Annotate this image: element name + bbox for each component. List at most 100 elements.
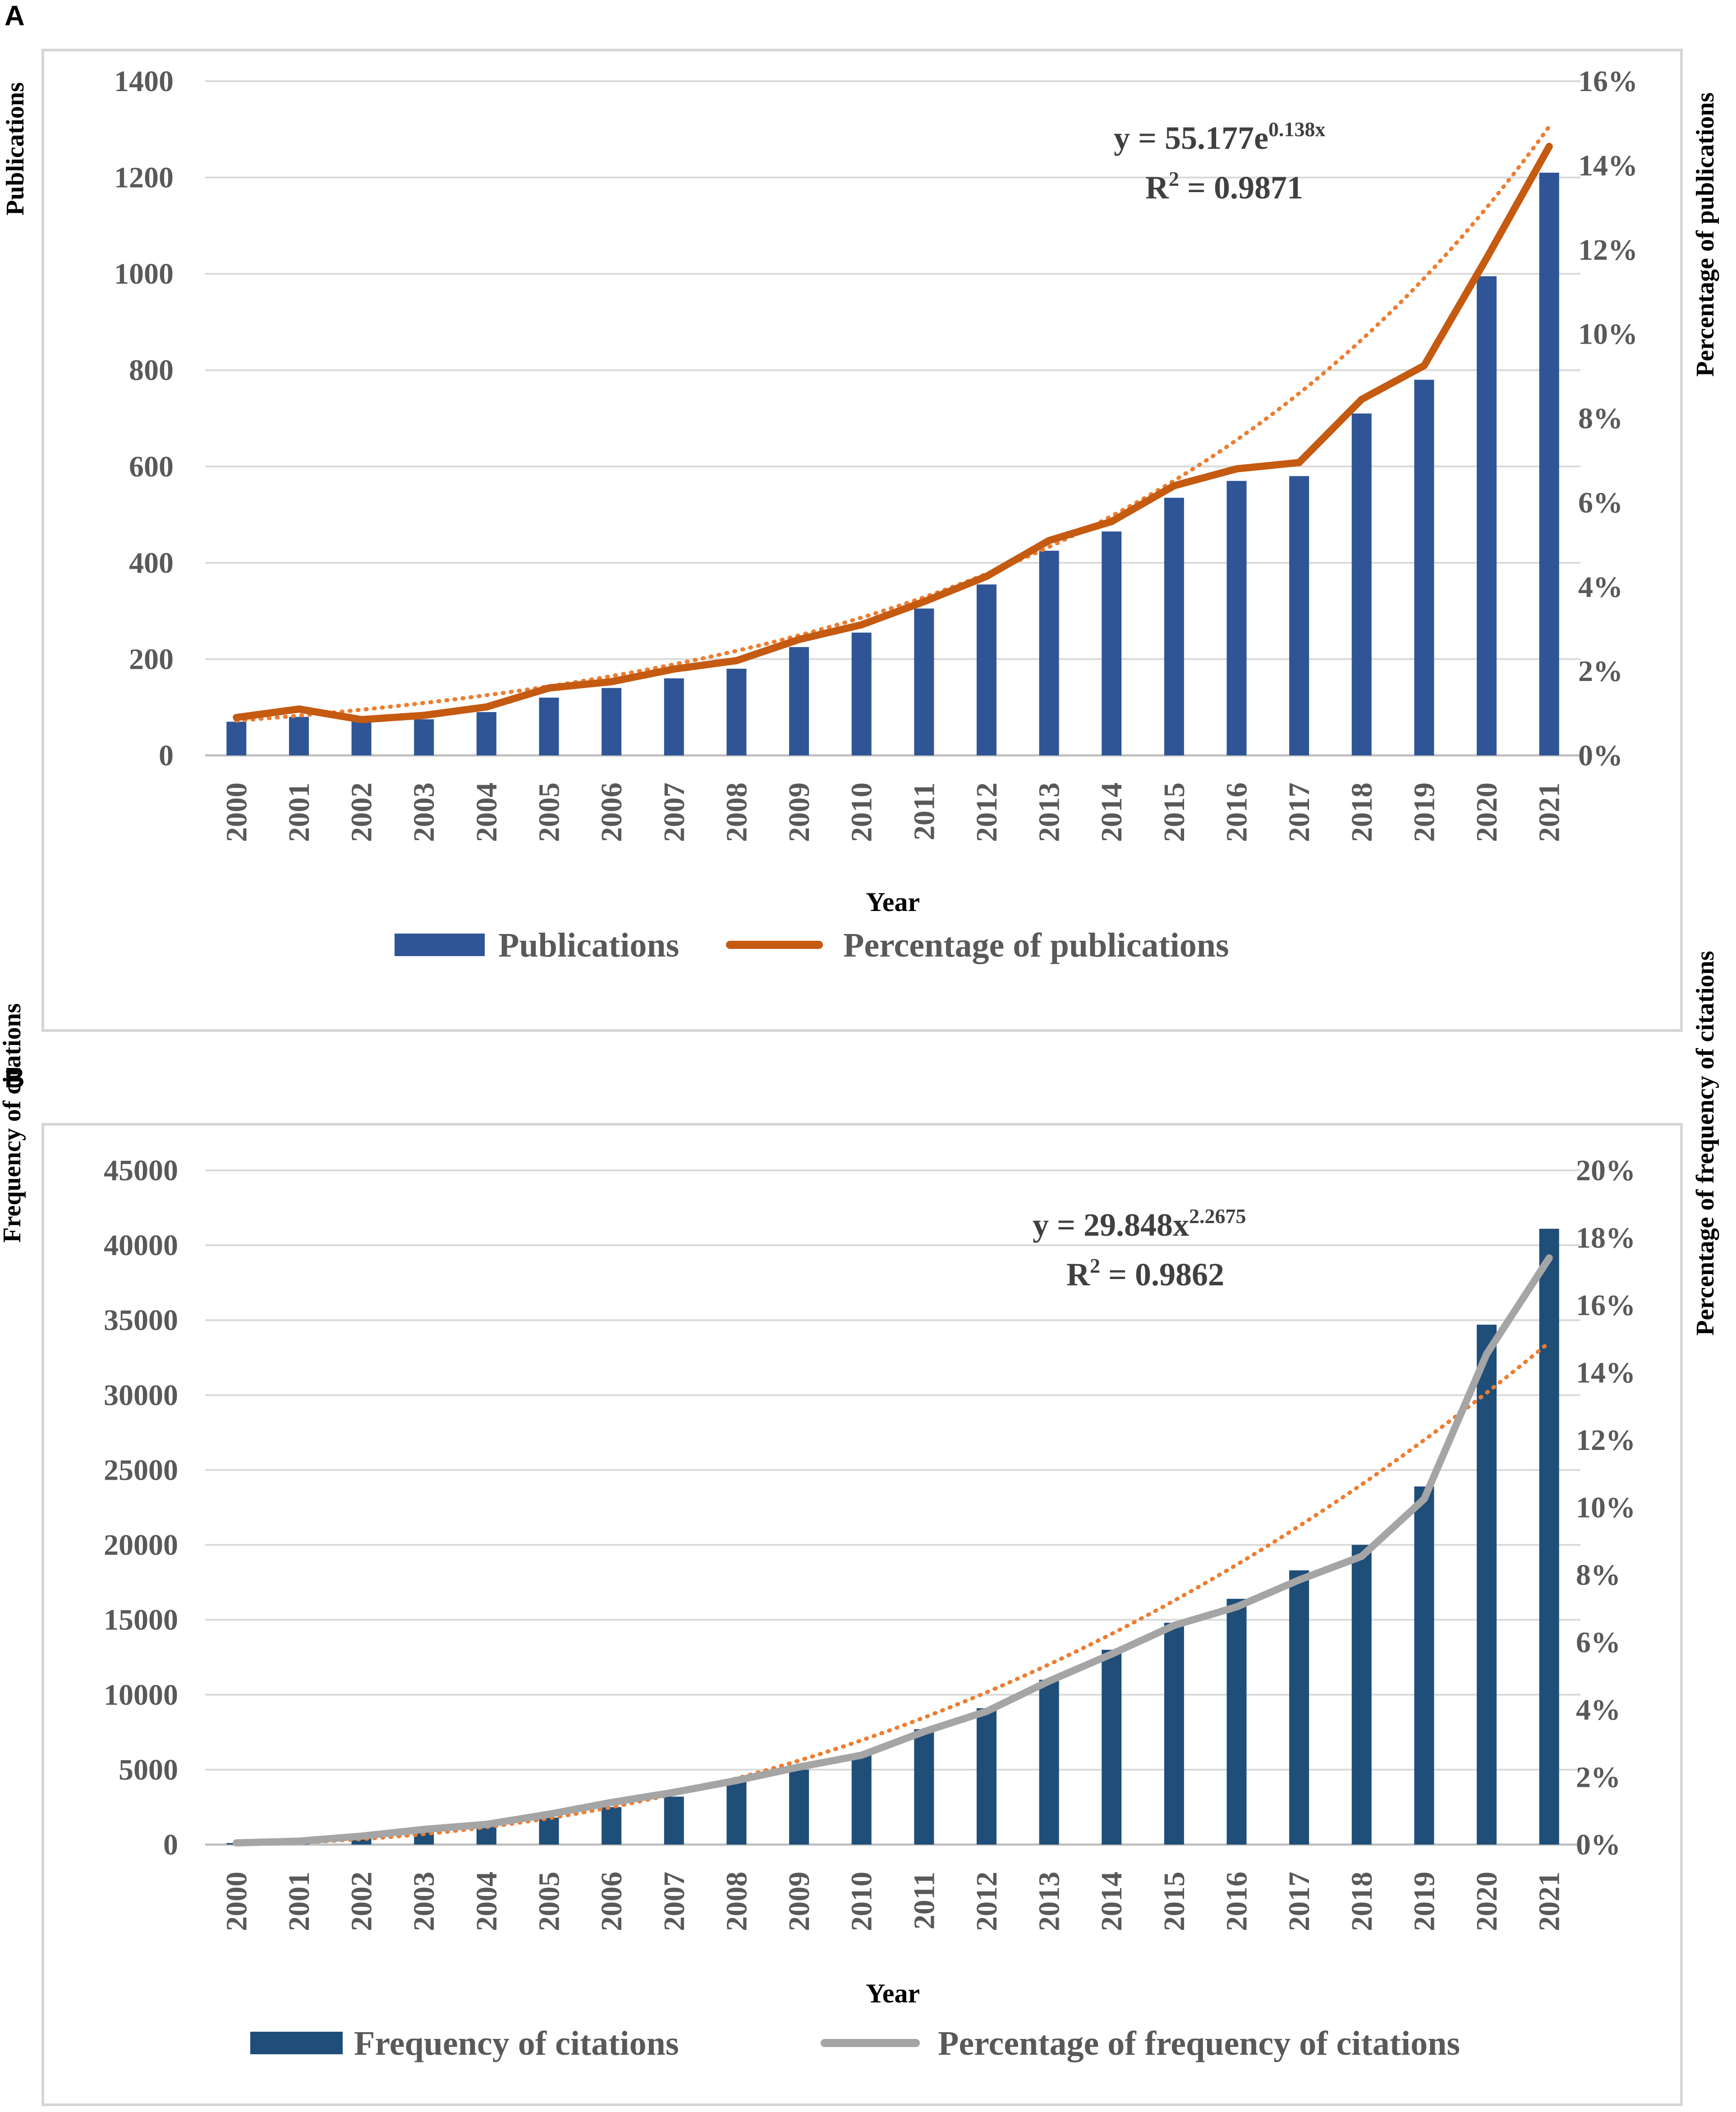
x-axis-title: Year — [866, 887, 920, 917]
bar — [539, 1818, 559, 1845]
trend-r-squared: R2 = 0.9871 — [1145, 167, 1303, 206]
line-point — [545, 1810, 553, 1818]
right-axis-tick-label: 14% — [1578, 149, 1638, 182]
panel-a-label: A — [5, 0, 25, 32]
right-axis-tick-label: 12% — [1578, 234, 1638, 267]
x-axis-tick-label: 2018 — [1346, 782, 1378, 842]
bar — [1289, 476, 1309, 755]
line-point — [1170, 1622, 1178, 1629]
x-axis-tick-label: 2017 — [1283, 1872, 1316, 1931]
bar — [851, 1754, 872, 1845]
right-axis-title: Percentage of frequency of citations — [1691, 951, 1719, 1335]
x-axis-tick-label: 2006 — [595, 782, 628, 842]
right-axis-tick-label: 6% — [1578, 486, 1623, 519]
bar — [1102, 1650, 1122, 1845]
line-point — [920, 598, 928, 605]
x-axis-tick-label: 2019 — [1408, 1872, 1441, 1931]
x-axis-tick-label: 2020 — [1470, 1872, 1503, 1931]
left-axis-tick-label: 25000 — [104, 1454, 178, 1486]
x-axis-tick-label: 2017 — [1283, 782, 1316, 842]
line-point — [1295, 1576, 1303, 1584]
bar — [351, 722, 372, 755]
line-point — [420, 712, 428, 719]
x-axis-tick-label: 2010 — [845, 1872, 878, 1931]
right-axis-tick-label: 12% — [1576, 1424, 1635, 1457]
bar — [664, 1796, 684, 1845]
bar — [1351, 1545, 1372, 1845]
right-axis-tick-label: 10% — [1578, 318, 1638, 351]
x-axis-tick-label: 2013 — [1033, 782, 1066, 842]
right-axis-tick-label: 18% — [1576, 1222, 1635, 1255]
line-point — [733, 657, 740, 664]
bar — [1289, 1570, 1309, 1845]
bar — [976, 1708, 997, 1845]
right-axis-title: Percentage of publications — [1691, 92, 1719, 377]
legend-swatch-bar — [250, 2032, 343, 2054]
right-axis-tick-label: 4% — [1576, 1693, 1621, 1726]
bar — [914, 608, 934, 755]
left-axis-tick-label: 1000 — [114, 258, 174, 290]
x-axis-tick-label: 2008 — [720, 1872, 753, 1931]
right-axis-tick-label: 8% — [1576, 1559, 1621, 1592]
line-point — [608, 678, 615, 686]
x-axis-tick-label: 2001 — [283, 782, 316, 842]
line-point — [608, 1799, 615, 1806]
line-point — [1358, 396, 1365, 403]
line-point — [983, 572, 990, 580]
line-point — [1233, 1603, 1240, 1611]
line-point — [1295, 459, 1303, 466]
right-axis-tick-label: 8% — [1578, 402, 1623, 435]
bar — [289, 717, 309, 755]
chart-a: 0 200 400 600 800 1000 1200 1400 0% 2% 4% 6% 8% 10% 12… — [1, 65, 1719, 964]
line-point — [1483, 254, 1491, 262]
bar — [1226, 1599, 1247, 1845]
bar — [664, 678, 684, 755]
x-axis-tick-label: 2016 — [1221, 1872, 1254, 1931]
line-point — [1108, 1650, 1116, 1658]
line-point — [670, 1789, 678, 1796]
line-point — [795, 1763, 803, 1771]
x-axis-tick-label: 2021 — [1533, 1872, 1566, 1931]
trend-equation: y = 29.848x2.2675 — [1033, 1205, 1246, 1243]
left-axis-tick-label: 15000 — [104, 1604, 178, 1637]
x-axis-tick-label: 2001 — [283, 1872, 316, 1931]
right-axis-tick-label: 10% — [1576, 1491, 1635, 1524]
bar — [789, 647, 809, 755]
x-axis-tick-label: 2014 — [1095, 1872, 1128, 1931]
left-axis-tick-label: 1400 — [114, 65, 174, 98]
bar — [602, 1807, 622, 1845]
bar — [1477, 1325, 1497, 1845]
line-point — [733, 1776, 740, 1784]
right-axis-tick-label: 0% — [1576, 1828, 1621, 1861]
line-point — [1358, 1552, 1365, 1560]
x-axis-tick-label: 2000 — [220, 1872, 253, 1931]
left-axis-tick-label: 600 — [129, 450, 174, 483]
x-axis-tick-label: 2021 — [1533, 782, 1566, 842]
x-axis-tick-label: 2009 — [783, 1872, 816, 1931]
line-point — [1045, 1677, 1053, 1685]
line-point — [858, 1751, 865, 1759]
x-axis-tick-label: 2011 — [908, 782, 941, 840]
bar — [1414, 380, 1434, 755]
right-axis-tick-label: 16% — [1578, 65, 1638, 98]
x-axis-title: Year — [866, 1979, 920, 2008]
line-point — [1233, 465, 1240, 473]
line-point — [295, 705, 303, 713]
right-axis-tick-label: 2% — [1576, 1761, 1621, 1794]
x-axis-tick-label: 2014 — [1095, 782, 1128, 842]
right-axis-tick-label: 2% — [1578, 655, 1623, 688]
line-point — [1170, 482, 1178, 489]
left-axis-tick-label: 0 — [163, 1828, 178, 1861]
right-axis-tick-label: 0% — [1578, 739, 1623, 772]
left-axis-title: Publications — [1, 82, 29, 216]
line-point — [1483, 1350, 1491, 1358]
right-axis-tick-label: 16% — [1576, 1289, 1635, 1322]
bar — [1039, 551, 1059, 755]
bar — [1351, 413, 1372, 755]
line-point — [1420, 1495, 1428, 1503]
panel-a-frame — [41, 49, 1683, 1032]
bar — [1164, 1623, 1184, 1845]
line-point — [233, 713, 240, 721]
legend-swatch-bar — [395, 934, 485, 956]
